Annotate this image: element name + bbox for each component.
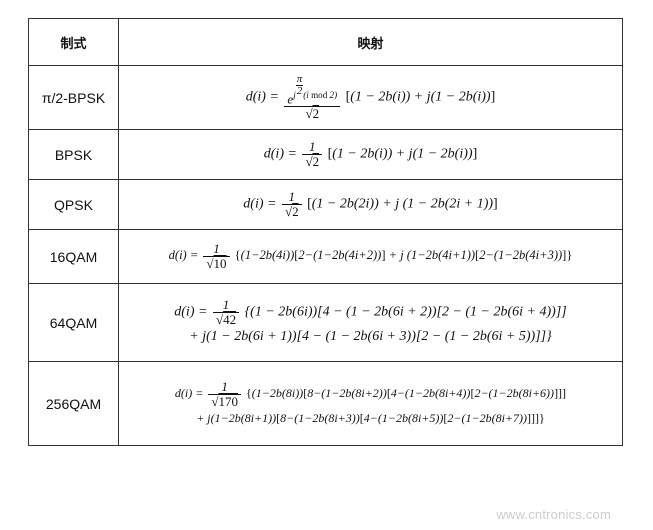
col-header-mapping: 映射: [119, 19, 623, 66]
mapping-cell: d(i) = 142 {(1 − 2b(6i))[4 − (1 − 2b(6i …: [119, 284, 623, 362]
mapping-cell: d(i) = 1170 {(1−2b(8i))[8−(1−2b(8i+2))[4…: [119, 362, 623, 446]
table-row: 64QAM d(i) = 142 {(1 − 2b(6i))[4 − (1 − …: [29, 284, 623, 362]
col-header-scheme: 制式: [29, 19, 119, 66]
scheme-cell: π/2-BPSK: [29, 66, 119, 130]
table-row: QPSK d(i) = 12 [(1 − 2b(2i)) + j (1 − 2b…: [29, 180, 623, 230]
scheme-cell: 64QAM: [29, 284, 119, 362]
mapping-cell: d(i) = 110 {(1−2b(4i))[2−(1−2b(4i+2))] +…: [119, 230, 623, 284]
table-container: 制式 映射 π/2-BPSK d(i) = ejπ2(i mod 2)2 [(1…: [0, 0, 653, 464]
mapping-cell: d(i) = ejπ2(i mod 2)2 [(1 − 2b(i)) + j(1…: [119, 66, 623, 130]
table-row: π/2-BPSK d(i) = ejπ2(i mod 2)2 [(1 − 2b(…: [29, 66, 623, 130]
table-header-row: 制式 映射: [29, 19, 623, 66]
modulation-mapping-table: 制式 映射 π/2-BPSK d(i) = ejπ2(i mod 2)2 [(1…: [28, 18, 623, 446]
scheme-cell: QPSK: [29, 180, 119, 230]
table-row: 16QAM d(i) = 110 {(1−2b(4i))[2−(1−2b(4i+…: [29, 230, 623, 284]
table-row: BPSK d(i) = 12 [(1 − 2b(i)) + j(1 − 2b(i…: [29, 130, 623, 180]
watermark-text: www.cntronics.com: [496, 507, 611, 522]
scheme-cell: 16QAM: [29, 230, 119, 284]
scheme-cell: 256QAM: [29, 362, 119, 446]
table-row: 256QAM d(i) = 1170 {(1−2b(8i))[8−(1−2b(8…: [29, 362, 623, 446]
mapping-cell: d(i) = 12 [(1 − 2b(2i)) + j (1 − 2b(2i +…: [119, 180, 623, 230]
scheme-cell: BPSK: [29, 130, 119, 180]
mapping-cell: d(i) = 12 [(1 − 2b(i)) + j(1 − 2b(i))]: [119, 130, 623, 180]
